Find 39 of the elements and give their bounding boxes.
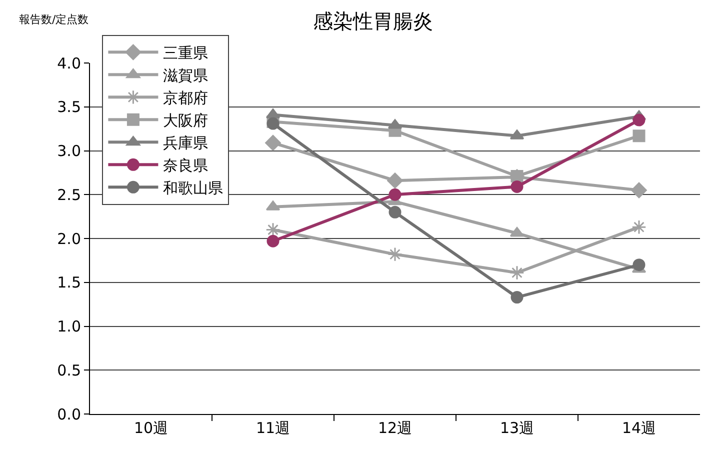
point — [632, 114, 646, 126]
x-tick-label: 10週 — [134, 419, 168, 437]
y-tick-label: 2.0 — [57, 230, 81, 248]
point — [265, 134, 281, 151]
x-tick-label: 13週 — [500, 419, 534, 437]
point — [510, 291, 524, 304]
legend-label: 大阪府 — [163, 112, 208, 130]
point — [388, 206, 402, 218]
y-tick-label: 0.0 — [57, 405, 81, 424]
y-tick-label: 1.5 — [57, 274, 81, 292]
point — [631, 182, 647, 198]
legend-label: 三重県 — [163, 44, 208, 62]
point — [387, 172, 403, 188]
x-tick-label: 12週 — [378, 419, 412, 437]
legend-label: 和歌山県 — [163, 179, 224, 198]
point — [632, 130, 646, 142]
point — [510, 180, 524, 193]
point — [388, 246, 402, 262]
legend-label: 奈良県 — [163, 156, 208, 175]
x-tick-label: 14週 — [622, 419, 656, 437]
point — [510, 265, 524, 280]
y-tick-label: 1.0 — [57, 318, 81, 336]
point — [632, 220, 646, 234]
point — [388, 188, 402, 201]
chart-title: 感染性胃腸炎 — [312, 9, 433, 34]
point — [266, 234, 280, 248]
legend-label: 滋賀県 — [163, 66, 208, 85]
point — [632, 258, 646, 272]
y-tick-label: 0.5 — [57, 361, 81, 380]
y-axis-title: 報告数/定点数 — [19, 13, 89, 26]
x-tick-label: 11週 — [256, 419, 290, 437]
legend-label: 京都府 — [163, 89, 208, 108]
legend-label: 兵庫県 — [163, 134, 208, 152]
y-tick-label: 4.0 — [57, 54, 81, 72]
point — [510, 226, 524, 237]
y-tick-label: 3.5 — [57, 98, 81, 116]
y-tick-label: 3.0 — [57, 142, 81, 160]
point — [510, 170, 524, 182]
y-tick-label: 2.5 — [57, 186, 81, 204]
